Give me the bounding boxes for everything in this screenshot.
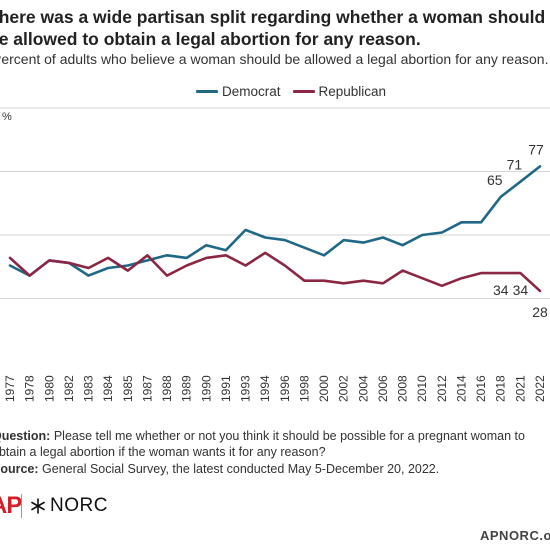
x-tick-label-1977: 1977 [3,375,17,402]
x-tick-label-2021: 2021 [513,375,527,402]
question-text: Please tell me whether or not you think … [0,429,525,459]
data-label-democrat-2022: 77 [528,141,544,157]
x-tick-label-1996: 1996 [278,375,292,402]
logo-divider [21,494,22,518]
legend-item-democrat: Democrat [196,83,281,99]
series-line-republican [8,251,542,293]
x-tick-label-1983: 1983 [82,375,96,402]
x-tick-label-2006: 2006 [376,375,390,402]
x-tick-label-2012: 2012 [435,375,449,402]
legend-swatch-democrat [196,89,218,93]
x-tick-label-2002: 2002 [337,375,351,402]
chart-subtitle: Percent of adults who believe a woman sh… [0,51,549,67]
x-tick-label-1993: 1993 [239,375,253,402]
question-note: Question: Please tell me whether or not … [0,428,550,460]
data-label-republican-2018: 34 [493,282,509,298]
series-line-democrat [8,165,542,277]
x-tick-label-1982: 1982 [62,375,76,402]
legend-swatch-republican [292,89,315,93]
ap-logo: AP [0,492,22,519]
grid-lines: % [0,107,550,299]
x-tick-label-2014: 2014 [454,375,468,402]
x-tick-label-1998: 1998 [297,375,311,402]
norc-logo-text: NORC [50,495,108,516]
x-tick-label-1994: 1994 [258,375,272,402]
source-text: General Social Survey, the latest conduc… [42,462,440,476]
source-note: Source: General Social Survey, the lates… [0,461,550,477]
x-tick-label-1988: 1988 [160,375,174,402]
x-axis: 1977 1978 1980 1982 1983 1984 1985 1987 1988 1989… [3,375,547,402]
y-axis-unit: % [2,111,12,123]
site-url: APNORC.org [480,528,550,543]
footnote: Question: Please tell me whether or not … [0,428,550,478]
norc-logo: NORC [30,494,108,518]
legend-item-republican: Republican [292,83,387,99]
x-tick-label-1990: 1990 [199,375,213,402]
source-label: Source: [0,462,39,476]
x-tick-label-2018: 2018 [494,375,508,402]
x-tick-label-1980: 1980 [42,375,56,402]
data-label-republican-2022: 28 [532,304,548,320]
x-tick-label-1985: 1985 [121,375,135,402]
legend-label-republican: Republican [318,83,387,99]
x-tick-label-2004: 2004 [356,375,370,402]
data-label-democrat-2021: 71 [507,157,523,173]
chart-title: There was a wide partisan split regardin… [0,7,546,49]
data-label-democrat-2018: 65 [487,172,503,188]
x-tick-label-2008: 2008 [396,375,410,402]
data-label-republican-2021: 34 [513,282,529,298]
legend-label-democrat: Democrat [222,83,281,99]
x-tick-label-2000: 2000 [317,375,331,402]
x-tick-label-1989: 1989 [180,375,194,402]
norc-star-icon [31,498,45,514]
question-label: Question: [0,429,51,443]
x-tick-label-2010: 2010 [415,375,429,402]
x-tick-label-1984: 1984 [101,375,115,402]
x-tick-label-2022: 2022 [533,375,547,402]
chart-legend: Democrat Republican [196,83,386,99]
x-tick-label-2016: 2016 [474,375,488,402]
x-tick-label-1987: 1987 [140,375,154,402]
x-tick-label-1978: 1978 [23,375,37,402]
series-lines [8,165,542,293]
x-tick-label-1991: 1991 [219,375,233,402]
